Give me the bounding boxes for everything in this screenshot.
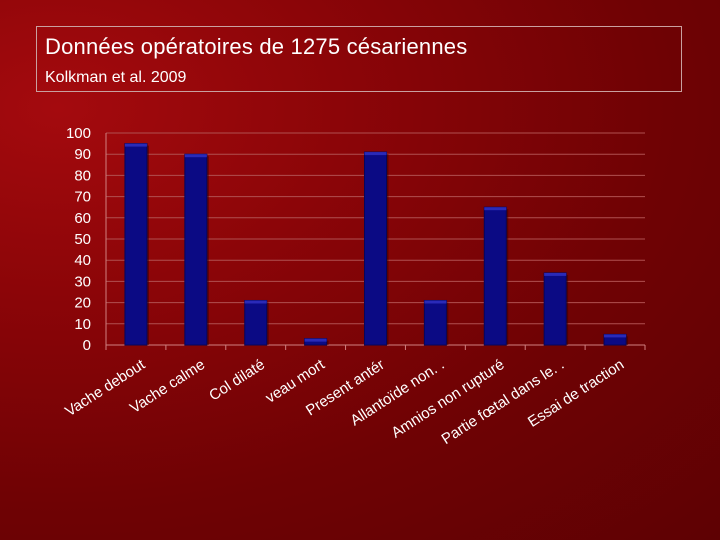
bar xyxy=(543,272,567,346)
bar xyxy=(364,151,387,346)
title-box: Données opératoires de 1275 césariennes … xyxy=(36,26,682,92)
bar xyxy=(423,299,447,346)
bar-top xyxy=(184,154,207,158)
y-tick-label: 50 xyxy=(74,231,91,248)
y-tick-label: 90 xyxy=(74,146,91,163)
bar xyxy=(483,206,507,346)
y-tick-label: 0 xyxy=(83,337,91,354)
x-tick-label: Col dilaté xyxy=(206,356,268,404)
y-tick-label: 100 xyxy=(66,125,91,142)
bar-top xyxy=(544,272,567,276)
slide-title: Données opératoires de 1275 césariennes xyxy=(45,34,468,59)
y-tick-label: 40 xyxy=(74,252,91,269)
y-tick-label: 70 xyxy=(74,189,91,206)
bar-top xyxy=(244,300,267,304)
bar-top xyxy=(304,338,327,342)
bar-top xyxy=(484,207,507,211)
bar xyxy=(184,153,208,346)
bar-top xyxy=(124,143,147,147)
y-tick-label: 30 xyxy=(74,273,91,290)
bar-top xyxy=(604,334,627,338)
bar xyxy=(244,299,268,346)
slide-subtitle: Kolkman et al. 2009 xyxy=(45,69,187,86)
bar-top xyxy=(424,300,447,304)
y-tick-label: 80 xyxy=(74,167,91,184)
y-tick-label: 10 xyxy=(74,316,91,333)
y-tick-label: 20 xyxy=(74,295,91,312)
bar-top xyxy=(364,152,387,156)
y-tick-label: 60 xyxy=(74,210,91,227)
bar xyxy=(124,143,148,346)
